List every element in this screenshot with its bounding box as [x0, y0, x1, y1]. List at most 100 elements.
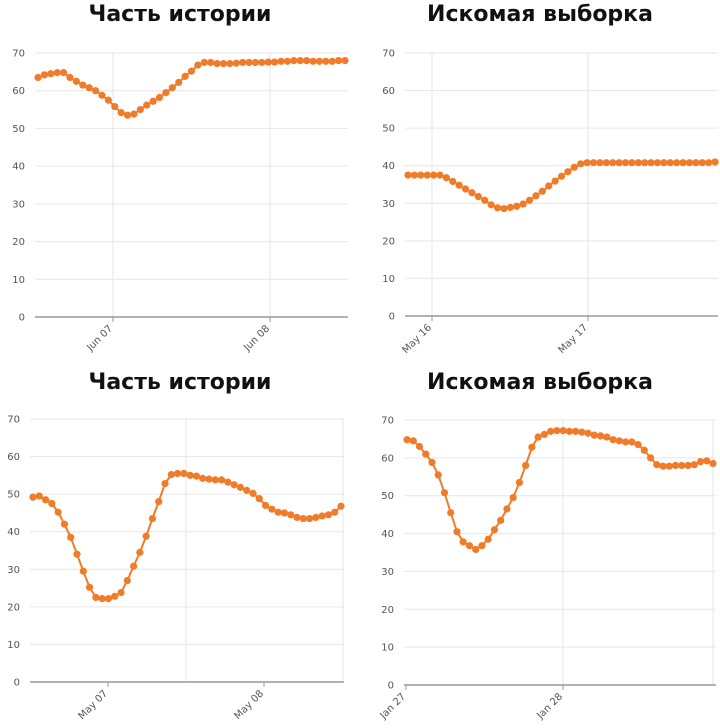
data-point [194, 61, 202, 69]
data-point [609, 159, 617, 167]
data-point [547, 427, 555, 435]
data-point [331, 508, 339, 516]
data-point [646, 454, 655, 462]
data-point [181, 72, 189, 80]
data-point [277, 57, 285, 65]
data-point [678, 461, 686, 470]
data-point [522, 461, 530, 470]
y-tick-label: 0 [388, 681, 394, 692]
data-point [187, 67, 196, 75]
data-point [161, 480, 169, 488]
data-point [572, 427, 580, 435]
data-point [312, 513, 320, 522]
data-point [245, 58, 253, 67]
data-point [243, 486, 251, 494]
x-tick-label: Jun 07 [84, 323, 115, 354]
data-point [98, 594, 106, 603]
data-point [60, 520, 69, 528]
data-point [685, 159, 694, 167]
data-point [698, 159, 706, 167]
data-point [696, 458, 705, 466]
data-point [200, 58, 208, 67]
y-tick-label: 60 [381, 453, 394, 464]
data-point [283, 57, 292, 65]
data-point [484, 535, 492, 543]
data-point [29, 493, 37, 501]
data-point [711, 158, 719, 166]
data-point [66, 73, 74, 82]
data-point [130, 110, 138, 118]
data-point [318, 512, 326, 520]
data-point [602, 159, 610, 167]
chart-title: Искомая выборка [427, 2, 653, 27]
data-point [660, 159, 668, 167]
data-point [653, 159, 662, 167]
y-tick-label: 30 [381, 567, 394, 578]
data-point [111, 592, 119, 600]
data-point [143, 101, 151, 109]
data-point [274, 508, 282, 516]
data-point [111, 102, 119, 111]
data-point [261, 501, 270, 510]
data-point [192, 472, 201, 480]
data-point [603, 433, 611, 441]
data-point [155, 93, 164, 102]
data-point [423, 171, 431, 179]
data-point [534, 433, 542, 441]
data-point [328, 57, 336, 65]
data-point [258, 58, 266, 67]
data-point [41, 496, 50, 504]
y-tick-label: 30 [12, 199, 25, 210]
data-point [251, 58, 260, 67]
y-tick-label: 10 [7, 640, 20, 651]
data-point [415, 442, 424, 451]
data-point [271, 58, 279, 66]
y-tick-label: 10 [381, 643, 394, 654]
data-point [506, 203, 514, 212]
data-point [551, 177, 559, 185]
data-point [217, 476, 226, 484]
data-point [442, 174, 450, 182]
y-tick-label: 60 [7, 452, 20, 463]
y-tick-label: 10 [382, 274, 395, 285]
data-point [409, 437, 417, 445]
data-point [500, 204, 508, 213]
data-point [596, 159, 604, 167]
data-point [641, 159, 649, 167]
data-point [428, 458, 436, 466]
data-point [54, 508, 62, 516]
x-tick-label: May 07 [76, 688, 110, 722]
data-point [429, 171, 438, 179]
data-point [640, 446, 648, 454]
data-point [709, 459, 717, 468]
data-point [335, 56, 343, 65]
data-point [117, 108, 125, 117]
chart-panel-history-2: Часть истории 0 10 20 30 40 50 60 70 May 07 May 0… [0, 364, 360, 728]
data-point [410, 171, 418, 179]
data-point [322, 57, 330, 65]
data-point [403, 436, 411, 444]
x-tick-label: May 16 [400, 322, 434, 356]
y-tick-label: 70 [382, 49, 395, 60]
data-point [309, 57, 317, 65]
data-point [211, 476, 219, 484]
data-point [434, 471, 442, 479]
data-point [436, 171, 444, 179]
data-point [515, 478, 524, 487]
data-point [478, 542, 486, 550]
data-point [487, 201, 495, 209]
x-tick-label: Jun 08 [241, 323, 272, 354]
data-point [104, 594, 113, 603]
data-point [615, 159, 623, 167]
data-point [509, 494, 517, 502]
data-point [615, 437, 623, 445]
data-point [474, 192, 482, 201]
data-point [665, 462, 673, 470]
data-point [596, 432, 605, 440]
data-point [236, 483, 245, 491]
data-point [79, 81, 87, 89]
data-point [35, 492, 43, 500]
y-tick-label: 0 [19, 313, 25, 324]
data-point [341, 56, 349, 65]
data-point [123, 576, 131, 585]
